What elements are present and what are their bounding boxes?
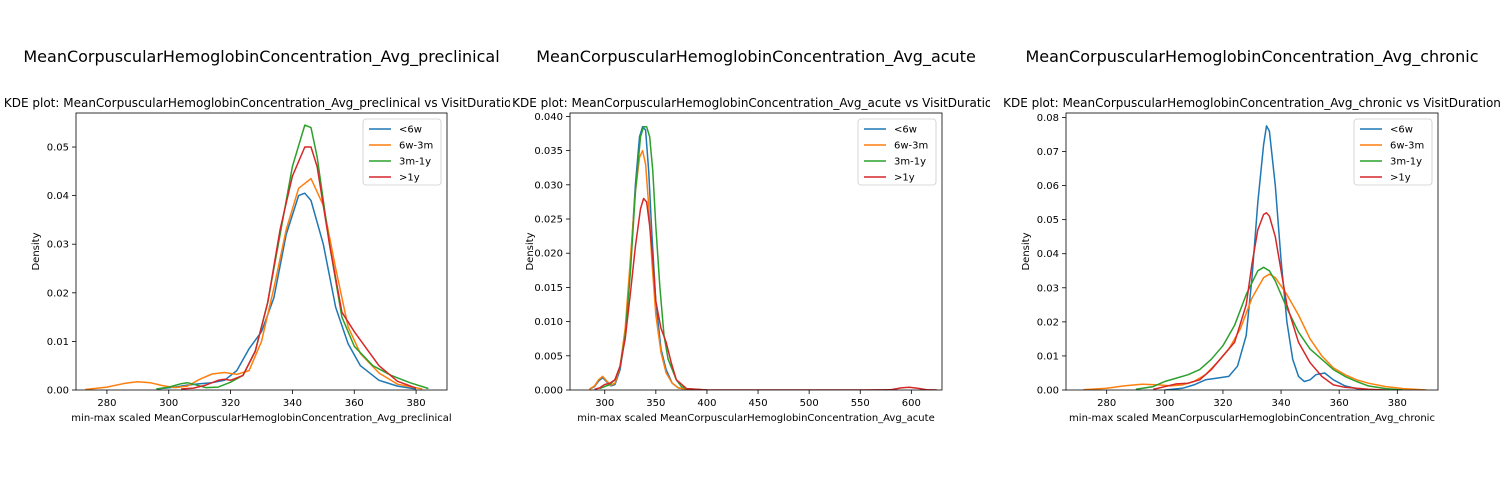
x-axis-label: min-max scaled MeanCorpuscularHemoglobin… [1069,413,1435,424]
kde-line-0 [156,192,417,390]
y-tick-label: 0.07 [1037,147,1059,158]
kde-line-1 [85,177,423,390]
x-tick-label: 340 [1272,398,1291,409]
y-tick-label: 0.02 [1037,317,1059,328]
series-group [1083,125,1427,390]
kde-line-2 [1135,266,1404,390]
kde-line-1 [588,149,707,390]
y-tick-label: 0.000 [534,386,563,397]
y-tick-label: 0.035 [534,146,563,157]
kde-line-3 [1153,212,1386,390]
x-tick-label: 400 [697,398,716,409]
series-group [588,125,937,390]
x-tick-label: 280 [1097,398,1116,409]
legend-label: >1y [894,173,915,184]
legend-label: 3m-1y [894,157,926,168]
axes-frame [75,112,448,391]
y-tick-label: 0.030 [534,180,563,191]
y-tick-label: 0.02 [47,288,69,299]
kde-line-1 [1083,273,1427,390]
y-tick-label: 0.04 [1037,249,1059,260]
legend: <6w 6w-3m 3m-1y >1y [362,118,442,186]
axes-frame [569,112,943,391]
legend-frame [362,118,442,186]
y-axis-label: Density [525,232,536,270]
x-axis-label: min-max scaled MeanCorpuscularHemoglobin… [577,413,934,424]
legend-label: <6w [894,125,917,136]
kde-line-0 [1164,125,1369,390]
legend-label: 3m-1y [1390,157,1422,168]
legend-label: <6w [1390,125,1413,136]
x-tick-label: 350 [646,398,665,409]
y-tick-label: 0.020 [534,249,563,260]
legend-label: 3m-1y [399,157,431,168]
y-axis-label: Density [31,232,42,270]
x-axis-label: min-max scaled MeanCorpuscularHemoglobin… [71,413,451,424]
kde-panel-2: MeanCorpuscularHemoglobinConcentration_A… [512,47,1000,424]
legend-label: >1y [1390,173,1411,184]
panel-suptitle: MeanCorpuscularHemoglobinConcentration_A… [536,47,976,67]
x-tick-label: 320 [1213,398,1232,409]
y-tick-label: 0.010 [534,317,563,328]
y-tick-label: 0.03 [1037,283,1059,294]
y-tick-label: 0.01 [1037,351,1059,362]
x-tick-label: 600 [902,398,921,409]
y-tick-label: 0.05 [47,143,69,154]
x-tick-label: 340 [283,398,302,409]
x-tick-label: 300 [159,398,178,409]
y-tick-label: 0.015 [534,283,563,294]
y-tick-label: 0.00 [47,386,69,397]
legend-label: 6w-3m [1390,141,1424,152]
panel-suptitle: MeanCorpuscularHemoglobinConcentration_A… [23,47,499,67]
kde-panel-1: MeanCorpuscularHemoglobinConcentration_A… [4,47,519,424]
x-tick-label: 320 [221,398,240,409]
axes-title: KDE plot: MeanCorpuscularHemoglobinConce… [512,96,1000,110]
y-axis-label: Density [1021,232,1032,270]
x-tick-label: 360 [345,398,364,409]
y-tick-label: 0.005 [534,351,563,362]
axes-frame [1065,112,1439,391]
x-tick-label: 300 [595,398,614,409]
y-tick-label: 0.04 [47,191,69,202]
legend: <6w 6w-3m 3m-1y >1y [857,118,937,186]
legend-label: <6w [399,125,422,136]
x-tick-label: 300 [1155,398,1174,409]
y-tick-label: 0.040 [534,112,563,123]
series-group [85,124,429,390]
legend-frame [1353,118,1433,186]
x-tick-label: 450 [748,398,767,409]
axes-title: KDE plot: MeanCorpuscularHemoglobinConce… [1003,96,1500,110]
axes-title: KDE plot: MeanCorpuscularHemoglobinConce… [4,96,519,110]
kde-panel-3: MeanCorpuscularHemoglobinConcentration_A… [1003,47,1500,424]
x-tick-label: 500 [800,398,819,409]
y-tick-label: 0.05 [1037,215,1059,226]
x-tick-label: 280 [97,398,116,409]
panel-suptitle: MeanCorpuscularHemoglobinConcentration_A… [1025,47,1478,67]
x-tick-label: 360 [1330,398,1349,409]
kde-line-3 [594,197,937,390]
x-tick-label: 380 [407,398,426,409]
y-tick-label: 0.00 [1037,386,1059,397]
y-tick-label: 0.06 [1037,181,1059,192]
x-tick-label: 550 [851,398,870,409]
legend-frame [857,118,937,186]
y-tick-label: 0.025 [534,215,563,226]
legend-label: >1y [399,173,420,184]
y-tick-label: 0.08 [1037,113,1059,124]
y-tick-label: 0.01 [47,337,69,348]
kde-line-3 [181,146,417,390]
legend-label: 6w-3m [894,141,928,152]
kde-line-2 [156,124,429,390]
legend-label: 6w-3m [399,141,433,152]
legend: <6w 6w-3m 3m-1y >1y [1353,118,1433,186]
x-tick-label: 380 [1388,398,1407,409]
y-tick-label: 0.03 [47,240,69,251]
